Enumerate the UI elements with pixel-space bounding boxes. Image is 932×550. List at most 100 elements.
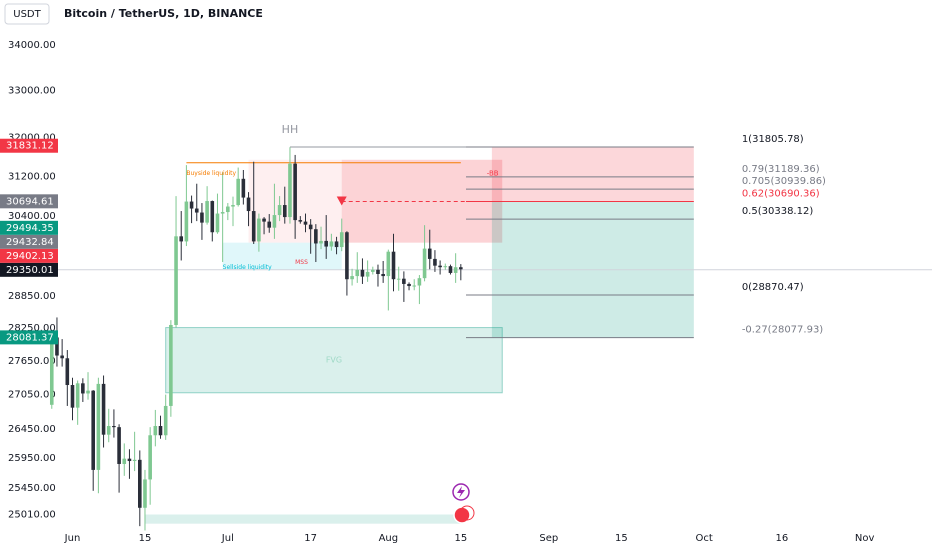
fib-label: 0.79(31189.36)	[742, 164, 820, 175]
candle-body	[391, 251, 396, 280]
annotation: HH	[282, 123, 299, 136]
candle-body	[251, 211, 256, 242]
currency-box[interactable]	[4, 3, 50, 25]
candle-body	[412, 285, 417, 287]
candle-body	[49, 337, 54, 405]
x-tick-label: Jul	[221, 533, 234, 544]
candle-body	[65, 358, 70, 386]
candle-body	[169, 324, 173, 406]
x-tick-label: 17	[304, 533, 317, 544]
candle-body	[339, 232, 344, 248]
candle-body	[163, 405, 168, 436]
candle-body	[117, 427, 121, 464]
candle-body	[179, 236, 184, 242]
candle-body	[194, 208, 199, 213]
zone	[491, 146, 694, 202]
candle-body	[262, 218, 266, 222]
candle-body	[132, 459, 137, 462]
candle-body	[158, 426, 163, 436]
candle-body	[60, 355, 64, 359]
candle-body	[138, 459, 142, 508]
currency: USDT	[13, 9, 41, 20]
candle-body	[81, 383, 85, 394]
event-icon-bolt	[457, 486, 465, 498]
candle-body	[350, 276, 354, 280]
zone	[165, 327, 503, 394]
candle-body	[402, 278, 406, 284]
candle-body	[308, 224, 313, 230]
candle-body	[200, 212, 204, 223]
candle-body	[75, 383, 80, 408]
price-badge	[0, 220, 58, 235]
flag-icon-ring	[459, 505, 475, 521]
zone	[222, 242, 342, 270]
candle-body	[459, 267, 463, 270]
x-tick-label: Oct	[696, 533, 713, 544]
candle-body	[91, 390, 95, 470]
candle-body	[453, 267, 458, 273]
x-tick-label: 15	[139, 533, 152, 544]
price-badge-label: 29350.01	[6, 265, 54, 276]
y-tick-label: 28850.00	[8, 291, 56, 302]
annotation: MSS	[295, 259, 308, 266]
candle-body	[381, 273, 385, 277]
x-tick-label: 16	[775, 533, 788, 544]
candle-body	[277, 205, 282, 216]
price-badge-label: 30694.61	[6, 196, 54, 207]
price-badge-label: 28081.37	[6, 332, 54, 343]
candle-body	[293, 163, 297, 221]
price-badge	[0, 234, 58, 249]
price-badge-label: 29494.35	[6, 223, 54, 234]
price-badge-label: 29402.13	[6, 251, 54, 262]
y-tick-label: 32000.00	[8, 133, 56, 144]
candle-body	[174, 236, 178, 325]
candle-body	[355, 269, 360, 277]
zone-label: FVG	[326, 356, 342, 365]
candle-body	[360, 269, 365, 277]
candle-body	[303, 221, 308, 225]
fib-label: 1(31805.78)	[742, 134, 804, 145]
y-tick-label: 25010.00	[8, 509, 56, 520]
price-badge	[0, 194, 58, 209]
candle-body	[241, 178, 246, 198]
x-tick-label: 15	[615, 533, 628, 544]
flag-icon[interactable]	[453, 506, 471, 524]
price-badge	[0, 330, 58, 345]
candle-body	[267, 221, 272, 228]
x-tick-label: Nov	[855, 533, 875, 544]
candle-body	[282, 205, 287, 218]
price-badge	[0, 262, 58, 277]
price-badge	[0, 138, 58, 153]
candle-body	[371, 269, 375, 272]
candle-body	[427, 248, 432, 259]
price-badge	[0, 248, 58, 263]
candle-body	[153, 426, 158, 436]
annotation: -BB	[487, 169, 499, 177]
candle-body	[86, 390, 90, 394]
candle-body	[345, 232, 349, 280]
candle-body	[148, 435, 152, 480]
y-tick-label: 28250.00	[8, 323, 56, 334]
candle-body	[236, 178, 240, 206]
plot: FVG 1(31805.78) 0.79(31189.36)0.705(30939.…	[0, 40, 932, 544]
candle-body	[55, 337, 59, 356]
candle-body	[112, 426, 116, 428]
price-badge-label: 29432.84	[6, 237, 54, 248]
chart-title: Bitcoin / TetherUS, 1D, BINANCE	[64, 7, 263, 20]
y-tick-label: 25950.00	[8, 453, 56, 464]
candle-body	[334, 241, 339, 248]
candle-body	[417, 278, 422, 286]
fib-label: 0.62(30690.36)	[742, 189, 820, 200]
candle-body	[376, 269, 380, 274]
annotation: Buyside liquidity	[186, 170, 236, 177]
candle-body	[205, 201, 209, 223]
candle-body	[226, 206, 230, 213]
candle-body	[365, 271, 370, 277]
candle-body	[101, 383, 106, 435]
candle-body	[272, 215, 277, 228]
candle-body	[220, 212, 225, 214]
candle-body	[319, 240, 323, 244]
candle-body	[314, 229, 318, 244]
